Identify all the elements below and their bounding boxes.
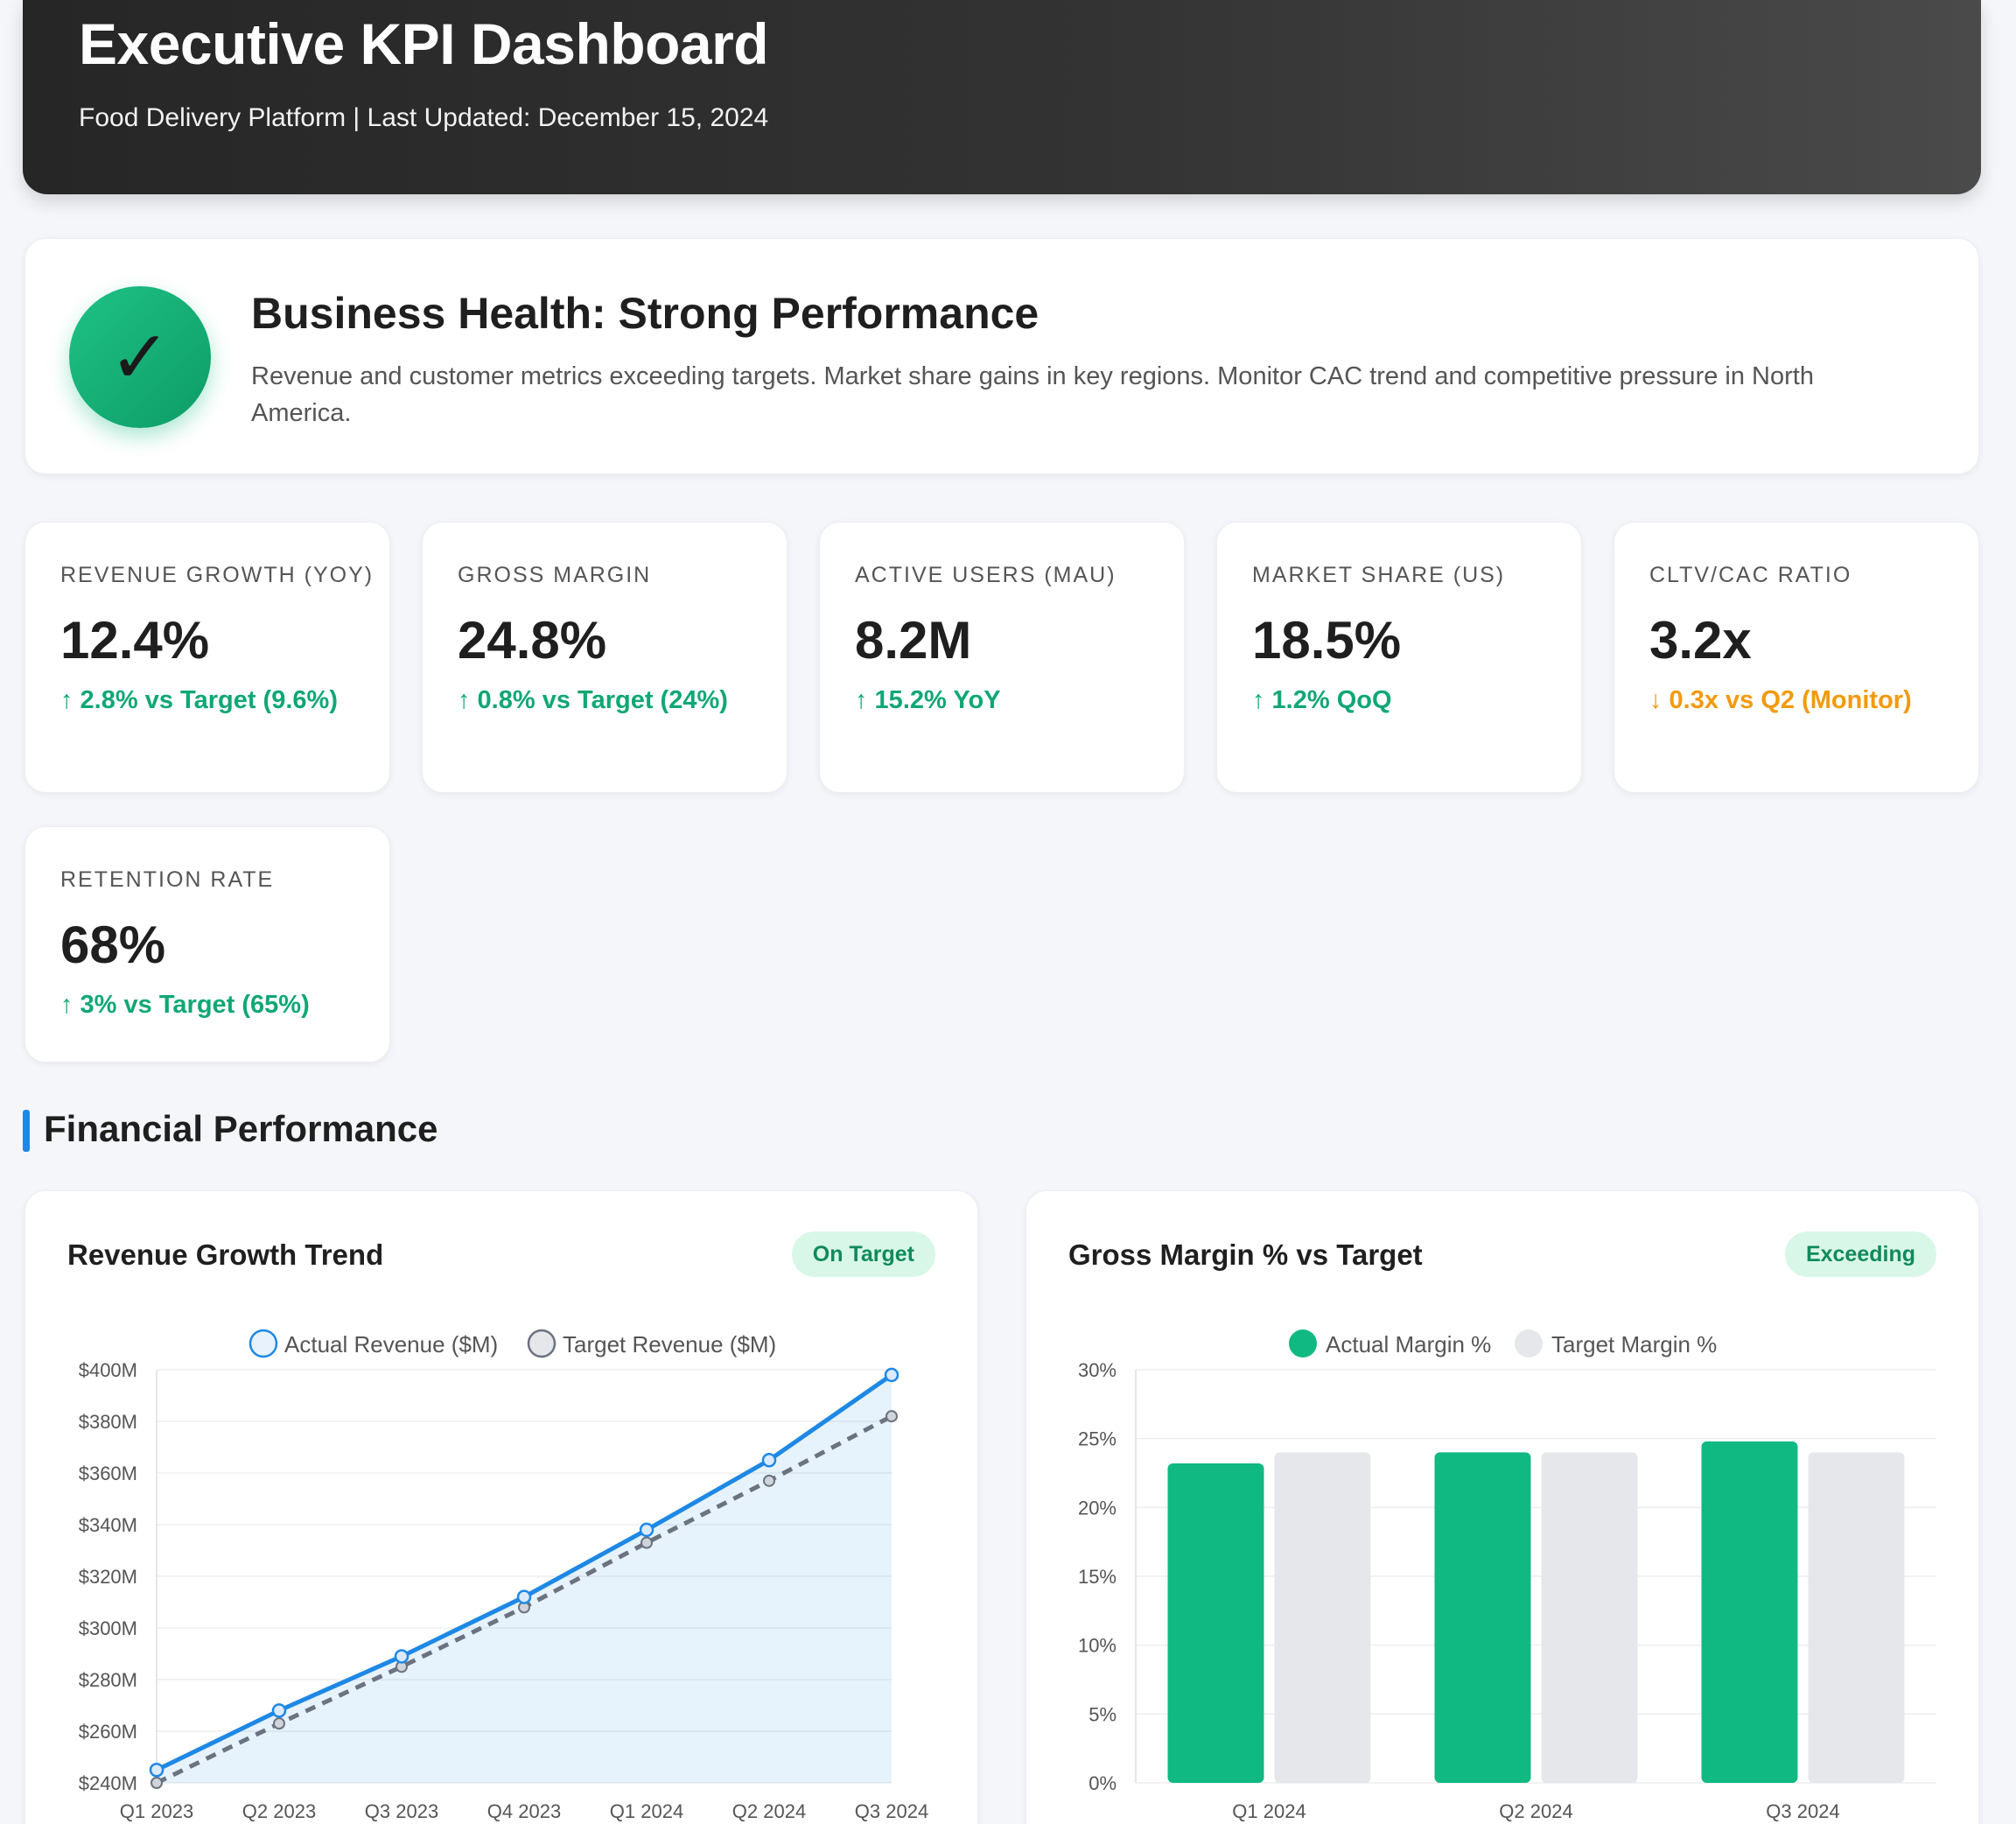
kpi-value: 8.2M (855, 611, 972, 670)
kpi-value: 18.5% (1252, 611, 1402, 670)
target-margin-bar (1274, 1452, 1371, 1783)
target-revenue-point (273, 1717, 285, 1730)
kpi-delta: ↑ 3% vs Target (65%) (60, 991, 310, 1019)
actual-revenue-area (157, 1374, 892, 1783)
margin-bar-chart: Actual Margin % Target Margin % 0% 5% 10% 15%… (1078, 1329, 1936, 1822)
legend-swatch (1515, 1329, 1543, 1357)
actual-revenue-point (884, 1367, 900, 1383)
kpi-label: Active Users (MAU) (855, 563, 1116, 587)
actual-revenue-point (516, 1589, 532, 1604)
y-tick-label: $280M (79, 1669, 137, 1691)
actual-revenue-point (639, 1522, 654, 1538)
kpi-value: 3.2x (1649, 611, 1752, 670)
actual-margin-bar (1167, 1463, 1264, 1783)
target-revenue-point (763, 1474, 775, 1487)
x-tick-label: Q2 2024 (732, 1800, 806, 1822)
health-description: Revenue and customer metrics exceeding t… (251, 362, 1814, 427)
margin-chart-card: Gross Margin % vs Target Exceeding Actua… (1026, 1190, 1979, 1824)
y-tick-label: $360M (79, 1463, 137, 1484)
y-tick-label: $320M (79, 1566, 137, 1588)
y-tick-label: 0% (1088, 1772, 1116, 1794)
legend-swatch (527, 1329, 556, 1358)
kpi-card-revenue-growth[interactable]: Revenue Growth (YoY) 12.4% ↑ 2.8% vs Tar… (24, 522, 390, 793)
y-tick-label: $260M (79, 1721, 137, 1743)
section-title: Financial Performance (44, 1108, 438, 1149)
x-tick-label: Q2 2024 (1499, 1800, 1572, 1822)
actual-revenue-point (761, 1453, 777, 1468)
y-tick-label: 20% (1078, 1497, 1116, 1519)
kpi-card-retention-rate[interactable]: Retention Rate 68% ↑ 3% vs Target (65%) (24, 826, 390, 1063)
section-accent-bar (23, 1110, 30, 1152)
y-tick-label: 5% (1088, 1703, 1116, 1725)
target-margin-bar (1541, 1452, 1638, 1783)
status-badge: Exceeding (1784, 1231, 1936, 1277)
dashboard-header: Executive KPI Dashboard Food Delivery Pl… (23, 0, 1981, 194)
x-tick-label: Q3 2023 (365, 1800, 438, 1822)
y-tick-label: $340M (79, 1514, 137, 1536)
legend-swatch (1289, 1329, 1317, 1357)
y-tick-label: $380M (79, 1411, 137, 1433)
kpi-label: Gross Margin (458, 563, 652, 587)
kpi-value: 68% (60, 916, 166, 974)
page-title: Executive KPI Dashboard (79, 11, 769, 76)
y-tick-label: 30% (1078, 1359, 1116, 1381)
legend-swatch (248, 1329, 278, 1358)
legend-label: Actual Margin % (1326, 1331, 1491, 1357)
target-revenue-point (886, 1410, 898, 1423)
target-margin-bar (1808, 1452, 1905, 1783)
kpi-delta: ↑ 15.2% YoY (855, 686, 1001, 714)
actual-revenue-point (149, 1763, 164, 1778)
x-tick-label: Q3 2024 (855, 1800, 928, 1822)
revenue-line-chart: Actual Revenue ($M) Target Revenue ($M) $2… (79, 1329, 928, 1822)
y-tick-label: 15% (1078, 1566, 1116, 1588)
business-health-card: ✓ Business Health: Strong Performance Re… (24, 238, 1979, 474)
kpi-card-active-users[interactable]: Active Users (MAU) 8.2M ↑ 15.2% YoY (819, 522, 1185, 793)
y-tick-label: $240M (79, 1772, 137, 1794)
legend-label: Target Margin % (1551, 1331, 1717, 1357)
kpi-delta: ↑ 0.8% vs Target (24%) (458, 686, 728, 714)
revenue-chart-card: Revenue Growth Trend On Target Actual Re… (24, 1190, 978, 1824)
page-subtitle: Food Delivery Platform | Last Updated: D… (79, 103, 769, 132)
actual-margin-bar (1701, 1441, 1798, 1783)
x-tick-label: Q2 2023 (242, 1800, 316, 1822)
x-tick-label: Q1 2024 (1232, 1800, 1306, 1822)
kpi-card-cltv-cac[interactable]: CLTV/CAC Ratio 3.2x ↓ 0.3x vs Q2 (Monito… (1614, 522, 1979, 793)
x-tick-label: Q4 2023 (487, 1800, 561, 1822)
actual-revenue-point (394, 1649, 410, 1664)
kpi-label: Revenue Growth (YoY) (60, 563, 374, 587)
status-badge: On Target (791, 1231, 935, 1277)
kpi-label: CLTV/CAC Ratio (1649, 563, 1852, 587)
x-tick-label: Q1 2023 (120, 1800, 193, 1822)
kpi-value: 24.8% (458, 611, 607, 670)
x-tick-label: Q3 2024 (1766, 1800, 1839, 1822)
x-tick-label: Q1 2024 (610, 1800, 683, 1822)
y-tick-label: $400M (79, 1359, 137, 1381)
kpi-card-gross-margin[interactable]: Gross Margin 24.8% ↑ 0.8% vs Target (24%… (422, 522, 788, 793)
kpi-label: Market Share (US) (1252, 563, 1506, 587)
y-tick-label: 25% (1078, 1428, 1116, 1450)
chart-title: Revenue Growth Trend (67, 1238, 384, 1271)
legend-label: Actual Revenue ($M) (284, 1331, 498, 1357)
kpi-delta: ↓ 0.3x vs Q2 (Monitor) (1649, 686, 1912, 714)
kpi-value: 12.4% (60, 611, 210, 670)
checkmark-icon: ✓ (69, 286, 211, 428)
health-title: Business Health: Strong Performance (251, 289, 1040, 338)
kpi-label: Retention Rate (60, 867, 275, 892)
target-revenue-point (150, 1777, 163, 1789)
legend-label: Target Revenue ($M) (563, 1331, 776, 1357)
y-tick-label: $300M (79, 1617, 137, 1639)
y-tick-label: 10% (1078, 1635, 1116, 1657)
actual-revenue-point (271, 1703, 287, 1718)
kpi-delta: ↑ 2.8% vs Target (9.6%) (60, 686, 338, 714)
chart-title: Gross Margin % vs Target (1068, 1238, 1423, 1271)
target-revenue-point (640, 1536, 653, 1549)
kpi-delta: ↑ 1.2% QoQ (1252, 686, 1392, 714)
actual-margin-bar (1434, 1452, 1531, 1783)
kpi-card-market-share[interactable]: Market Share (US) 18.5% ↑ 1.2% QoQ (1216, 522, 1582, 793)
